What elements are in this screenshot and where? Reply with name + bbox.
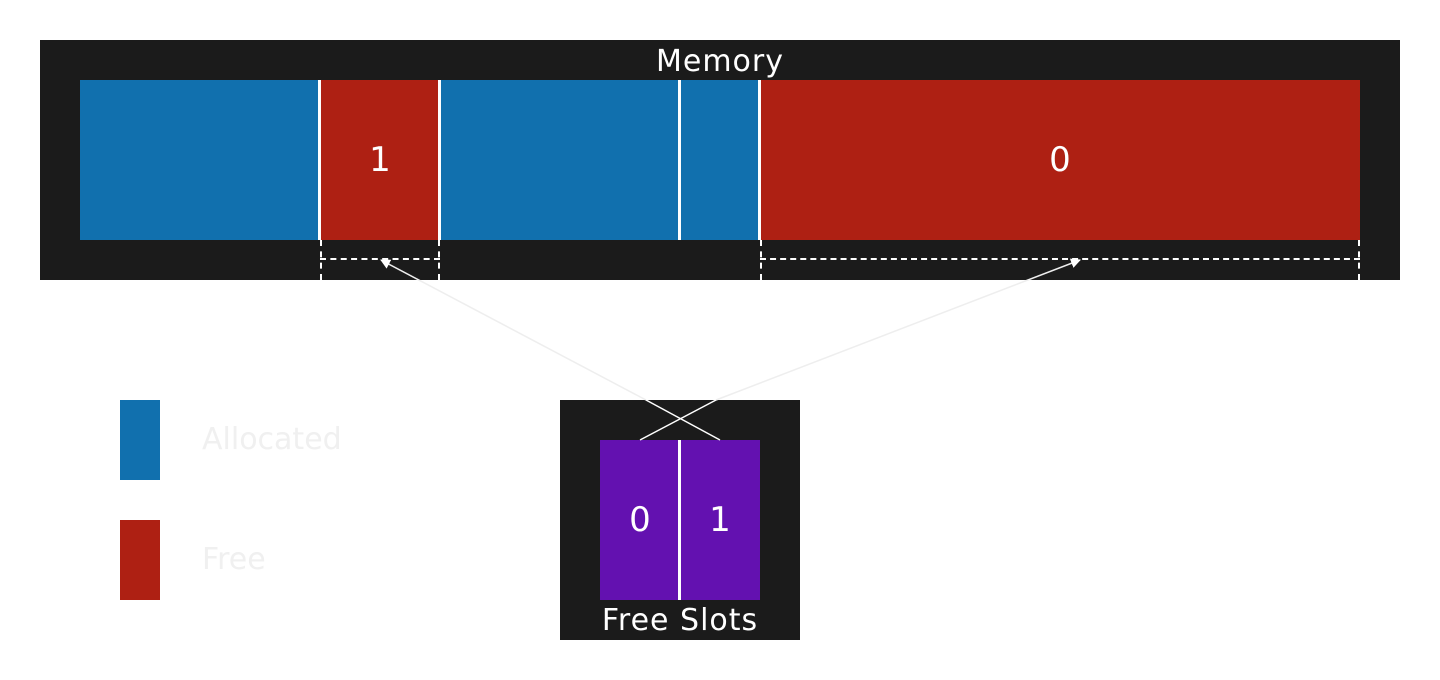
slot-0-pointer	[639, 258, 1081, 441]
memory-block-allocated	[680, 80, 760, 240]
free-slot-label: 0	[629, 500, 651, 540]
free-block-marker-line	[320, 258, 440, 260]
free-slot-1: 1	[680, 440, 760, 600]
free-block-marker	[760, 240, 1360, 280]
free-block-marker	[320, 240, 440, 280]
block-separator	[758, 80, 761, 240]
memory-title: Memory	[655, 44, 784, 79]
slot-1-pointer	[380, 259, 721, 441]
memory-block-free-0: 0	[760, 80, 1360, 240]
block-separator	[318, 80, 321, 240]
free-slot-0: 0	[600, 440, 680, 600]
free-slot-label: 1	[709, 500, 731, 540]
legend-free-swatch	[120, 520, 160, 600]
free-slots-title: Free Slots	[601, 603, 759, 638]
memory-block-free-1: 1	[320, 80, 440, 240]
legend-allocated-label: Allocated	[202, 422, 342, 457]
free-block-marker-line	[760, 258, 1360, 260]
memory-block-label: 1	[369, 140, 391, 180]
memory-block-allocated	[80, 80, 320, 240]
block-separator	[678, 80, 681, 240]
memory-block-label: 0	[1049, 140, 1071, 180]
slot-separator	[678, 440, 681, 600]
legend-allocated-swatch	[120, 400, 160, 480]
legend-free-label: Free	[202, 542, 266, 577]
memory-block-allocated	[440, 80, 680, 240]
block-separator	[438, 80, 441, 240]
